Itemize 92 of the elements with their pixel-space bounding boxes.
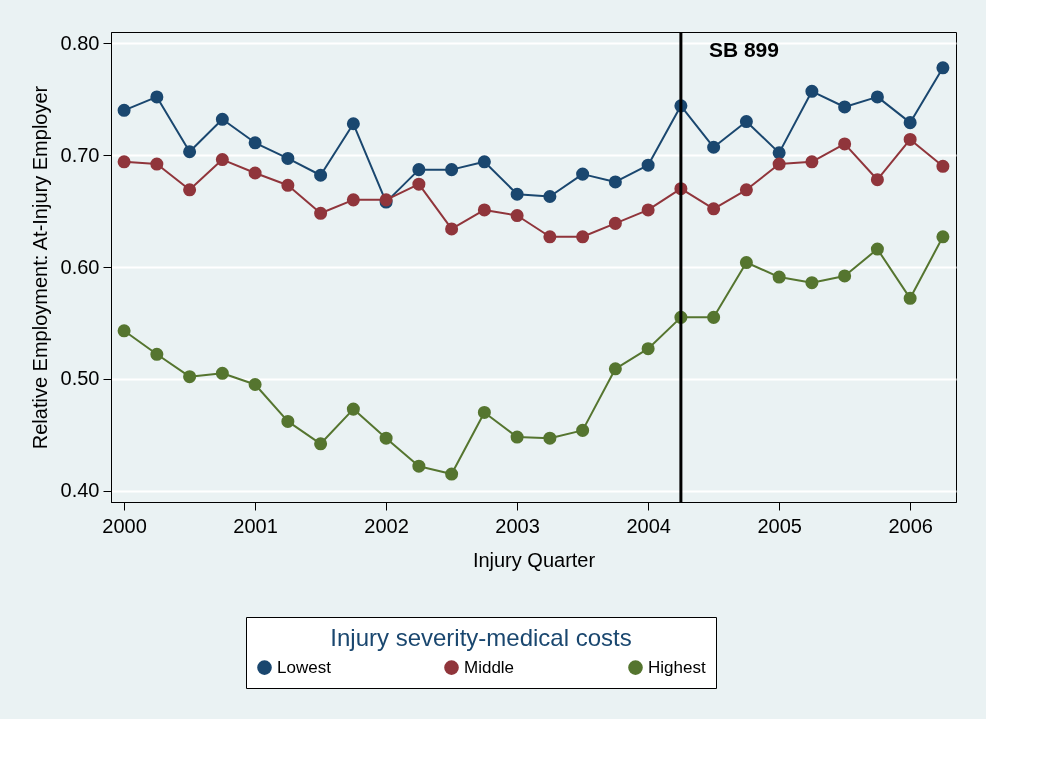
point (739, 115, 753, 129)
y-tick-label: 0.60 (60, 255, 100, 278)
point (805, 84, 819, 98)
point (936, 159, 950, 173)
point (838, 100, 852, 114)
point (838, 269, 852, 283)
point (576, 423, 590, 437)
point (576, 167, 590, 181)
point (248, 136, 262, 150)
point (543, 189, 557, 204)
point (215, 366, 229, 380)
legend-label: Middle (464, 657, 515, 677)
point (477, 405, 491, 419)
point (215, 112, 229, 126)
point (150, 157, 164, 171)
point (412, 177, 426, 191)
y-tick-label: 0.70 (60, 143, 100, 166)
point (707, 310, 721, 324)
point (314, 206, 328, 220)
point (772, 270, 786, 284)
point (608, 175, 622, 189)
x-tick-label: 2003 (495, 514, 540, 537)
point (772, 157, 786, 171)
y-tick-label: 0.40 (60, 479, 100, 502)
point (576, 230, 590, 244)
point (641, 203, 655, 217)
point (412, 459, 426, 473)
point (903, 116, 917, 130)
point (903, 291, 917, 305)
point (248, 377, 262, 392)
point (150, 90, 164, 104)
point (248, 166, 262, 180)
x-tick-label: 2002 (364, 514, 409, 537)
x-tick-label: 2001 (233, 514, 278, 537)
point (183, 183, 197, 197)
point (608, 362, 622, 376)
x-tick-label: 2004 (626, 514, 671, 537)
point (477, 203, 491, 217)
point (445, 222, 459, 236)
point (477, 155, 491, 169)
point (641, 342, 655, 356)
point (412, 163, 426, 177)
point (346, 193, 360, 207)
point (641, 158, 655, 172)
point (805, 276, 819, 290)
point (936, 230, 950, 244)
point (739, 183, 753, 197)
point (510, 430, 524, 444)
point (543, 230, 557, 244)
point (445, 163, 459, 177)
point (117, 324, 131, 338)
y-tick-label: 0.80 (60, 31, 100, 54)
point (117, 103, 131, 117)
point (870, 173, 884, 187)
x-tick-label: 2006 (888, 514, 933, 537)
point (150, 347, 164, 361)
point (870, 90, 884, 104)
x-axis-title: Injury Quarter (472, 548, 596, 571)
point (117, 155, 131, 169)
y-axis-title: Relative Employment: At-Injury Employer (28, 85, 51, 450)
point (936, 61, 950, 75)
ref-line-label: SB 899 (708, 38, 779, 61)
legend-title: Injury severity-medical costs (330, 624, 632, 651)
point (510, 187, 524, 201)
point (346, 402, 360, 416)
point (772, 146, 786, 160)
point (707, 202, 721, 216)
point (903, 132, 917, 146)
x-tick-label: 2000 (102, 514, 147, 537)
point (543, 431, 557, 445)
point (183, 145, 197, 159)
point (838, 137, 852, 151)
point (510, 209, 524, 223)
point (281, 151, 295, 165)
point (445, 467, 459, 481)
point (805, 155, 819, 169)
point (608, 216, 622, 230)
legend-label: Lowest (277, 657, 332, 677)
point (281, 178, 295, 192)
y-tick-label: 0.50 (60, 367, 100, 390)
legend-label: Highest (648, 657, 706, 677)
point (314, 437, 328, 451)
point (739, 256, 753, 270)
point (870, 242, 884, 256)
point (346, 117, 360, 131)
point (281, 414, 295, 428)
point (379, 431, 393, 445)
x-tick-label: 2005 (757, 514, 802, 537)
point (215, 153, 229, 167)
point (314, 168, 328, 182)
point (707, 140, 721, 154)
point (183, 370, 197, 384)
